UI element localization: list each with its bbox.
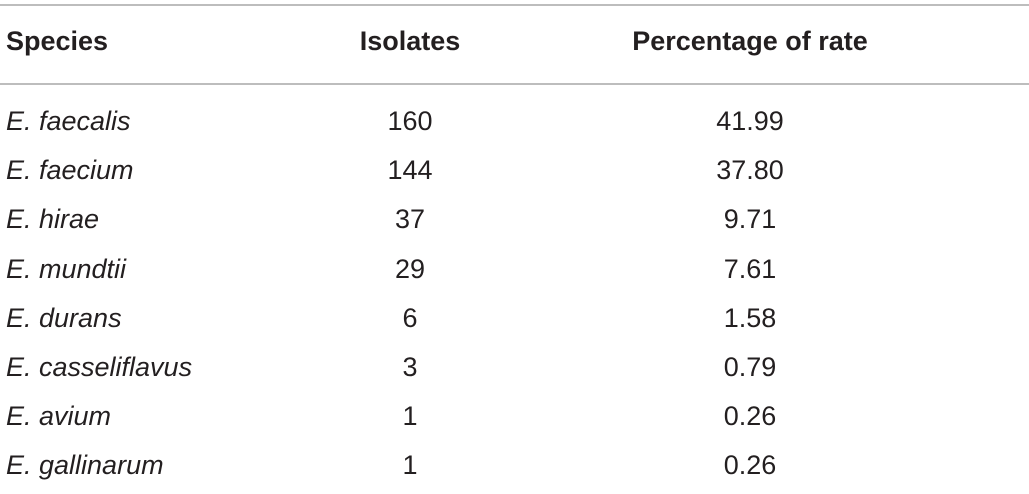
cell-species: E. faecium: [6, 155, 134, 186]
table-row: E. durans 6 1.58: [0, 297, 1029, 346]
table-body: E. faecalis 160 41.99 E. faecium 144 37.…: [0, 100, 1029, 494]
cell-isolates: 29: [394, 253, 426, 284]
cell-species: E. hirae: [6, 204, 100, 235]
cell-isolates: 1: [402, 401, 418, 432]
table-row: E. avium 1 0.26: [0, 395, 1029, 444]
cell-isolates: 3: [402, 351, 418, 382]
cell-species: E. gallinarum: [6, 450, 164, 481]
header-species: Species: [6, 26, 109, 56]
table-header-row: Species Isolates Percentage of rate: [0, 26, 1029, 66]
table-row: E. faecalis 160 41.99: [0, 100, 1029, 149]
table-row: E. casseliflavus 3 0.79: [0, 346, 1029, 395]
cell-isolates: 144: [387, 155, 433, 186]
table-row: E. hirae 37 9.71: [0, 198, 1029, 247]
table-header-rule: [0, 83, 1029, 85]
cell-rate: 0.79: [723, 351, 777, 382]
cell-species: E. casseliflavus: [6, 351, 193, 382]
table-row: E. gallinarum 1 0.26: [0, 444, 1029, 493]
cell-isolates: 1: [402, 450, 418, 481]
cell-species: E. faecalis: [6, 106, 131, 136]
cell-rate: 37.80: [716, 155, 784, 186]
header-percentage-of-rate: Percentage of rate: [632, 26, 868, 56]
cell-isolates: 6: [402, 302, 418, 333]
cell-species: E. mundtii: [6, 253, 127, 284]
table-top-rule: [0, 4, 1029, 6]
table-row: E. faecium 144 37.80: [0, 149, 1029, 198]
cell-rate: 7.61: [723, 253, 777, 284]
cell-rate: 41.99: [716, 106, 784, 136]
cell-species: E. durans: [6, 302, 122, 333]
table-row: E. mundtii 29 7.61: [0, 248, 1029, 297]
cell-rate: 0.26: [723, 450, 777, 481]
cell-species: E. avium: [6, 401, 112, 432]
cell-rate: 0.26: [723, 401, 777, 432]
cell-rate: 1.58: [723, 302, 777, 333]
cell-rate: 9.71: [723, 204, 777, 235]
header-isolates: Isolates: [359, 26, 461, 56]
cell-isolates: 37: [394, 204, 426, 235]
cell-isolates: 160: [387, 106, 433, 136]
